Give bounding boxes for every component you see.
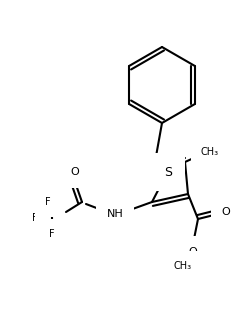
Text: CH₃: CH₃ xyxy=(174,261,192,271)
Text: CH₃: CH₃ xyxy=(201,147,219,157)
Text: F: F xyxy=(32,213,38,223)
Text: F: F xyxy=(45,197,51,207)
Text: NH: NH xyxy=(107,209,123,219)
Text: O: O xyxy=(71,167,79,177)
Text: O: O xyxy=(189,247,197,257)
Text: S: S xyxy=(164,165,172,178)
Text: F: F xyxy=(49,229,55,239)
Text: O: O xyxy=(222,207,230,217)
